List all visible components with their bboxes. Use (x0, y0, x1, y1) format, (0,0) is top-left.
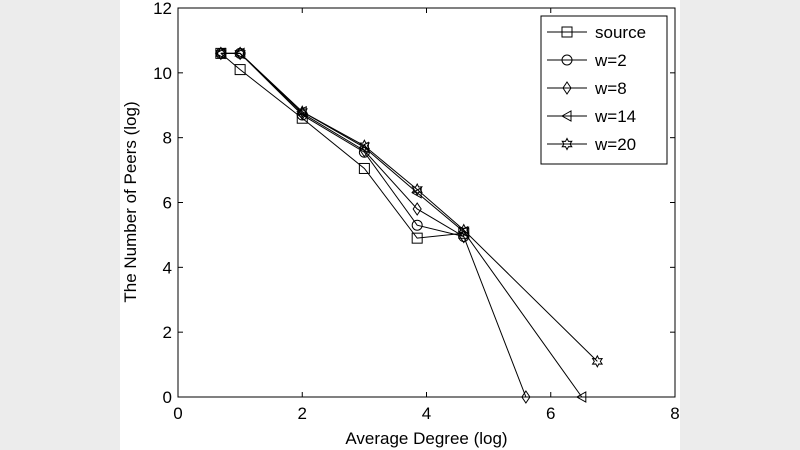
legend-marker (561, 54, 573, 66)
y-tick-label: 10 (153, 64, 172, 83)
data-point (459, 229, 469, 244)
data-point (215, 46, 227, 60)
x-tick-label: 8 (670, 404, 679, 423)
legend-marker (561, 26, 573, 38)
legend-marker (560, 110, 572, 122)
data-point (234, 46, 246, 60)
data-point (234, 64, 246, 76)
data-point (358, 162, 370, 174)
legend-entry: w=2 (547, 51, 627, 70)
data-point (296, 105, 308, 119)
legend-entry: source (547, 23, 646, 42)
y-tick-label: 2 (163, 323, 172, 342)
series-line (220, 52, 598, 362)
data-point (411, 219, 423, 231)
x-tick-label: 6 (546, 404, 555, 423)
series-w=20 (215, 46, 604, 368)
legend-entry: w=20 (547, 135, 636, 154)
axis-ticks: 0 2 4 6 8 0 2 4 6 8 10 12 (153, 0, 680, 423)
data-point (412, 202, 422, 216)
legend-box (540, 15, 668, 165)
data-point (411, 232, 423, 244)
y-axis-label: The Number of Peers (log) (121, 101, 140, 302)
y-tick-label: 4 (163, 258, 172, 277)
legend: source w=2 w=8 w=14 w=20 (540, 15, 668, 165)
data-point (296, 105, 307, 118)
legend-marker (562, 81, 572, 95)
x-tick-label: 2 (298, 404, 307, 423)
legend-label: w=14 (594, 107, 636, 126)
y-tick-label: 6 (163, 194, 172, 213)
data-point (358, 139, 371, 153)
legend-label: w=2 (594, 51, 627, 70)
series-line (220, 52, 464, 239)
legend-marker (561, 137, 573, 151)
legend-entry: w=8 (547, 79, 627, 98)
legend-entry: w=14 (547, 107, 636, 126)
y-tick-label: 12 (153, 0, 172, 18)
data-point (575, 391, 587, 403)
data-point (234, 47, 245, 60)
x-axis-label: Average Degree (log) (345, 429, 507, 448)
data-point (458, 223, 470, 237)
data-point (411, 182, 423, 197)
x-tick-label: 0 (173, 404, 182, 423)
data-point (591, 354, 604, 368)
x-tick-label: 4 (422, 404, 431, 423)
legend-label: source (595, 23, 646, 42)
data-point (521, 390, 531, 404)
legend-label: w=20 (594, 135, 636, 154)
y-tick-label: 0 (163, 388, 172, 407)
y-tick-label: 8 (163, 129, 172, 148)
series-layer (214, 46, 604, 404)
legend-label: w=8 (594, 79, 627, 98)
